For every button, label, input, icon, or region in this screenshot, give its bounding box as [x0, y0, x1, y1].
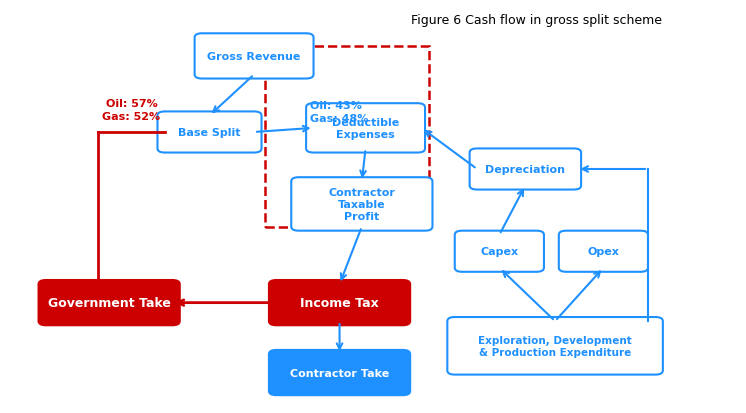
Text: Deductible
Expenses: Deductible Expenses — [332, 117, 399, 140]
Text: Government Take: Government Take — [48, 297, 171, 309]
Text: Base Split: Base Split — [178, 128, 241, 138]
FancyBboxPatch shape — [157, 112, 262, 153]
FancyBboxPatch shape — [455, 231, 544, 272]
FancyBboxPatch shape — [448, 317, 663, 375]
FancyBboxPatch shape — [306, 104, 425, 153]
Text: Figure 6 Cash flow in gross split scheme: Figure 6 Cash flow in gross split scheme — [411, 14, 662, 27]
Text: Contractor
Taxable
Profit: Contractor Taxable Profit — [328, 187, 395, 222]
Text: Gross Revenue: Gross Revenue — [207, 52, 301, 62]
Text: Income Tax: Income Tax — [300, 297, 379, 309]
FancyBboxPatch shape — [559, 231, 648, 272]
Text: Oil: 43%
Gas: 48%: Oil: 43% Gas: 48% — [310, 101, 369, 124]
Text: Depreciation: Depreciation — [486, 165, 565, 175]
FancyBboxPatch shape — [291, 178, 433, 231]
Text: Contractor Take: Contractor Take — [290, 368, 389, 377]
Text: Opex: Opex — [587, 247, 619, 256]
FancyBboxPatch shape — [195, 34, 313, 79]
FancyBboxPatch shape — [39, 280, 180, 325]
FancyBboxPatch shape — [470, 149, 581, 190]
Text: Oil: 57%
Gas: 52%: Oil: 57% Gas: 52% — [102, 99, 160, 122]
Text: Capex: Capex — [480, 247, 518, 256]
FancyBboxPatch shape — [269, 280, 410, 325]
Text: Exploration, Development
& Production Expenditure: Exploration, Development & Production Ex… — [478, 335, 632, 357]
FancyBboxPatch shape — [269, 350, 410, 395]
